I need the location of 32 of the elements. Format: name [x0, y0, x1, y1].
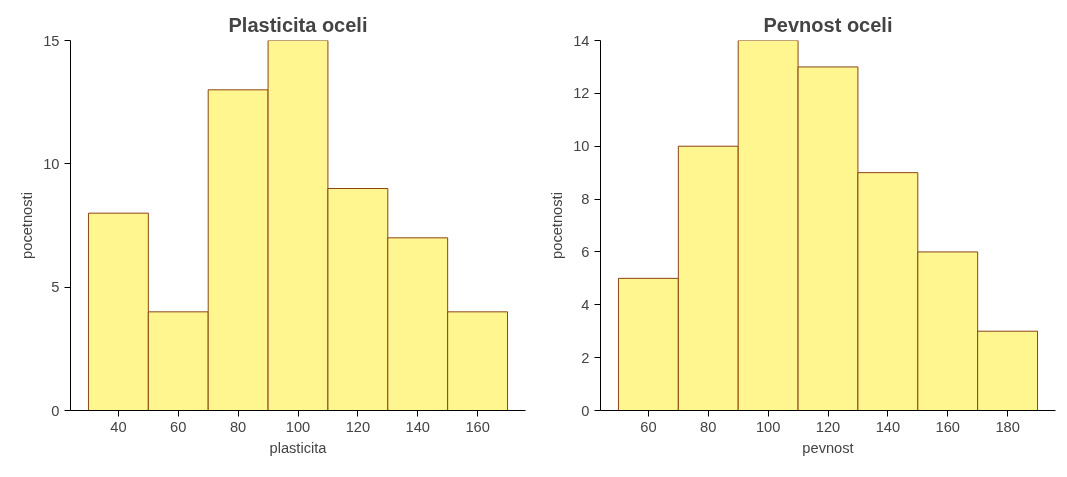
- x-tick-label: 100: [755, 418, 781, 435]
- x-tick-label: 60: [640, 418, 657, 435]
- x-tick-label: 160: [465, 418, 490, 435]
- x-tick-label: 80: [229, 418, 247, 435]
- y-tick-label: 0: [51, 402, 60, 419]
- x-axis-title: plasticita: [269, 439, 328, 456]
- y-tick-label: 8: [581, 191, 590, 208]
- y-tick-label: 12: [573, 85, 590, 102]
- x-tick-label: 140: [875, 418, 901, 435]
- x-tick-label: 180: [995, 418, 1020, 435]
- x-tick-label: 40: [110, 418, 127, 435]
- y-tick-label: 10: [573, 138, 590, 155]
- chart-title: Pevnost oceli: [763, 13, 893, 36]
- x-tick-label: 120: [815, 418, 841, 435]
- x-axis-title: pevnost: [802, 439, 854, 456]
- y-axis-title: pocetnosti: [549, 192, 566, 259]
- x-tick-label: 160: [935, 418, 960, 435]
- x-tick-label: 100: [285, 418, 311, 435]
- y-axis-title: pocetnosti: [19, 192, 36, 259]
- chart-title: Plasticita oceli: [228, 13, 368, 36]
- y-tick-label: 10: [43, 155, 60, 172]
- y-tick-label: 15: [43, 32, 60, 49]
- x-tick-label: 140: [405, 418, 430, 435]
- x-tick-label: 60: [170, 418, 187, 435]
- y-tick-label: 0: [581, 402, 590, 419]
- y-tick-label: 5: [51, 279, 60, 296]
- x-tick-label: 80: [700, 418, 717, 435]
- y-tick-label: 2: [581, 349, 590, 366]
- x-tick-label: 120: [345, 418, 371, 435]
- y-tick-label: 6: [581, 243, 590, 260]
- y-tick-label: 14: [573, 32, 590, 49]
- y-tick-label: 4: [581, 296, 590, 313]
